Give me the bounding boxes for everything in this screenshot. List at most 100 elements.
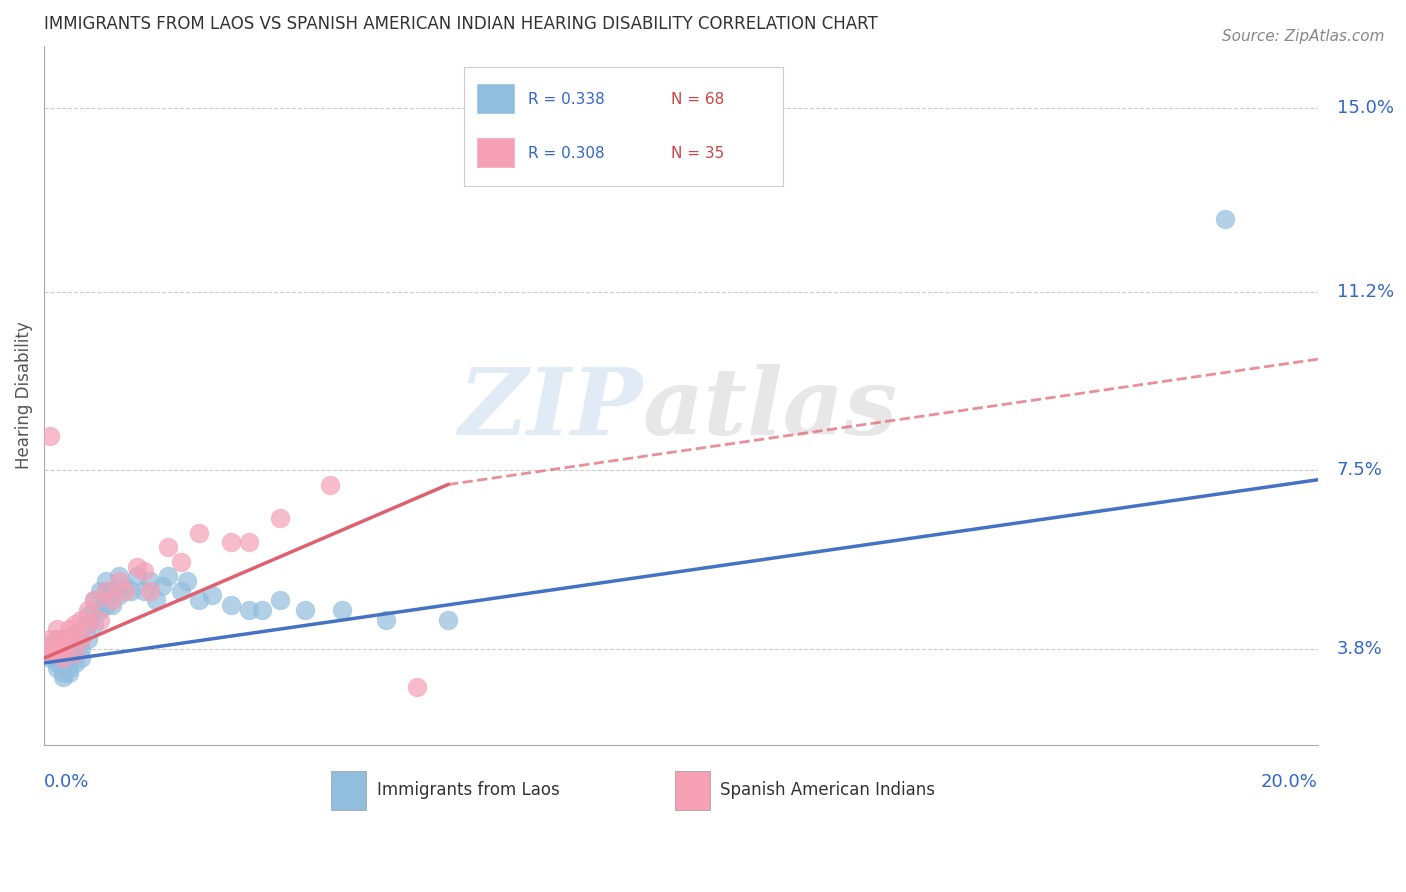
Point (83, 593, 105, 607)
Point (250, 603, 273, 617)
Point (76, 617, 98, 632)
Point (58, 661, 80, 675)
Text: 3.8%: 3.8% (1337, 640, 1382, 657)
Point (45, 622, 67, 636)
Text: 7.5%: 7.5% (1337, 461, 1382, 479)
Point (120, 583, 142, 598)
Point (58, 665, 80, 680)
Point (70, 632, 93, 646)
Point (58, 651, 80, 665)
Point (58, 632, 80, 646)
Point (63, 646, 86, 660)
Point (96, 583, 118, 598)
Point (39, 429, 62, 443)
Text: 20.0%: 20.0% (1261, 773, 1317, 791)
Point (114, 579, 136, 593)
Point (58, 641, 80, 656)
Point (70, 613, 93, 627)
Point (83, 593, 105, 607)
Point (89, 603, 111, 617)
Point (76, 607, 98, 622)
Text: atlas: atlas (643, 364, 898, 454)
Point (45, 632, 67, 646)
Point (188, 525, 211, 540)
Point (52, 665, 75, 680)
Point (45, 661, 67, 675)
Point (45, 656, 67, 670)
Point (39, 637, 62, 651)
Point (89, 583, 111, 598)
Point (45, 646, 67, 660)
Point (52, 641, 75, 656)
Point (145, 593, 167, 607)
Point (45, 651, 67, 665)
Point (96, 574, 118, 588)
Point (201, 589, 224, 603)
Point (150, 579, 173, 593)
Text: 0.0%: 0.0% (44, 773, 90, 791)
Point (127, 569, 149, 583)
Point (332, 603, 354, 617)
Point (76, 617, 98, 632)
Point (52, 670, 75, 684)
Point (219, 535, 242, 549)
Point (101, 598, 124, 612)
Point (58, 632, 80, 646)
Point (70, 641, 93, 656)
Point (101, 593, 124, 607)
Text: Source: ZipAtlas.com: Source: ZipAtlas.com (1222, 29, 1385, 44)
Point (45, 632, 67, 646)
Point (63, 632, 86, 646)
Point (139, 574, 162, 588)
Point (70, 622, 93, 636)
Point (39, 646, 62, 660)
Point (157, 541, 180, 555)
Point (89, 613, 111, 627)
Point (45, 641, 67, 656)
Point (132, 583, 155, 598)
Point (319, 477, 342, 491)
Point (132, 565, 155, 579)
Point (52, 651, 75, 665)
Point (157, 569, 180, 583)
Point (39, 646, 62, 660)
Point (188, 593, 211, 607)
Point (294, 603, 316, 617)
Text: 15.0%: 15.0% (1337, 99, 1393, 118)
Point (107, 569, 129, 583)
Point (52, 646, 75, 660)
Point (139, 583, 162, 598)
Point (437, 613, 460, 627)
Point (76, 632, 98, 646)
Point (170, 555, 193, 569)
Point (58, 637, 80, 651)
Point (52, 632, 75, 646)
Point (96, 583, 118, 598)
Point (107, 589, 129, 603)
Point (83, 603, 105, 617)
Point (269, 593, 291, 607)
Point (114, 583, 136, 598)
Point (63, 627, 86, 641)
Point (63, 617, 86, 632)
Point (127, 559, 149, 574)
Point (101, 583, 124, 598)
Point (39, 651, 62, 665)
Point (83, 617, 105, 632)
Point (107, 574, 129, 588)
Point (52, 656, 75, 670)
Point (58, 622, 80, 636)
Text: ZIP: ZIP (458, 364, 643, 454)
Point (39, 641, 62, 656)
Point (70, 632, 93, 646)
Point (176, 574, 198, 588)
Point (63, 627, 86, 641)
Point (238, 603, 260, 617)
Point (406, 680, 429, 694)
Y-axis label: Hearing Disability: Hearing Disability (15, 321, 32, 469)
Point (96, 598, 118, 612)
Point (1213, 212, 1236, 227)
Point (269, 511, 291, 525)
Point (52, 641, 75, 656)
Point (45, 646, 67, 660)
